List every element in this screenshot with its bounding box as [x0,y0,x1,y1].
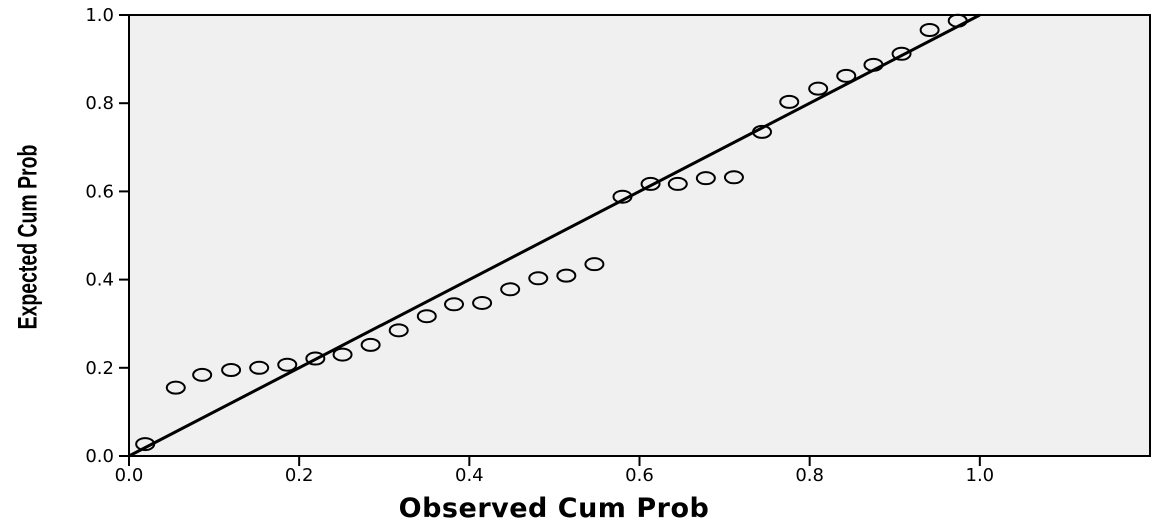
data-points [135,13,968,452]
x-tick-label: 0.6 [625,465,654,486]
plot-area [128,14,1151,457]
data-point [919,22,940,37]
data-point [556,268,577,283]
data-point [416,309,437,324]
reference-line-layer [128,13,981,458]
data-point [135,437,156,452]
data-point [192,367,213,382]
data-point [808,81,829,96]
data-point [444,297,465,312]
x-tick-label: 0.4 [455,465,484,486]
x-tick-label: 1.0 [966,465,995,486]
data-point [332,347,353,362]
data-point [779,94,800,109]
data-point [221,363,242,378]
y-tick-label: 0.8 [85,93,114,114]
data-point [836,68,857,83]
data-point [528,271,549,286]
data-point [388,323,409,338]
x-axis-label: Observed Cum Prob [398,493,710,524]
data-point [305,351,326,366]
data-point [723,170,744,185]
data-point [612,189,633,204]
y-tick-label: 0.0 [85,446,114,467]
data-point [695,171,716,186]
y-tick-label: 0.2 [85,358,114,379]
data-point [472,295,493,310]
y-tick-label: 0.4 [85,270,114,291]
y-tick-label: 0.6 [85,181,114,202]
axes: 0.0 0.2 0.4 0.6 0.8 1.0 0.0 0.2 0.4 0.6 0.8 1.0 [85,5,994,486]
data-point [640,176,661,191]
x-tick-label: 0.2 [285,465,314,486]
data-point [249,360,270,375]
data-point [752,124,773,139]
data-point [667,176,688,191]
x-tick-label: 0.0 [115,465,144,486]
x-tick-label: 0.8 [795,465,824,486]
data-point [947,13,968,28]
reference-line [128,13,981,458]
data-point [360,337,381,352]
data-point [500,282,521,297]
data-point [277,357,298,372]
data-point [863,57,884,72]
y-tick-label: 1.0 [85,5,114,26]
data-point [165,380,186,395]
data-point [891,46,912,61]
data-point [584,257,605,272]
y-axis-label: Expected Cum Prob [12,144,43,330]
